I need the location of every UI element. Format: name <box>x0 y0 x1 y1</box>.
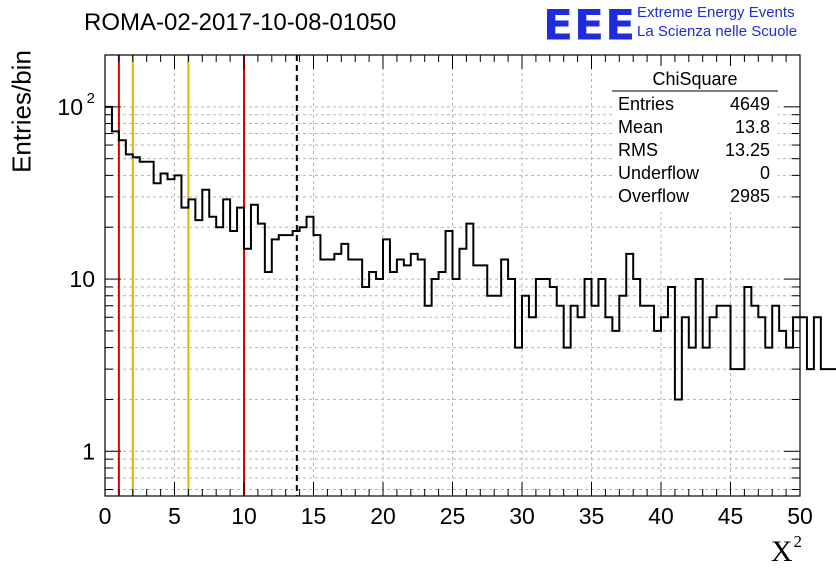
x-tick-label: 5 <box>168 503 181 529</box>
eee-logo: EEE <box>543 1 637 50</box>
x-axis-label-exponent: 2 <box>793 532 803 551</box>
marker-lines <box>117 55 298 496</box>
x-tick-label: 15 <box>301 503 327 529</box>
histogram-line <box>105 105 836 401</box>
x-tick-label: 20 <box>370 503 396 529</box>
logo-subtitle-line1: Extreme Energy Events <box>637 4 795 21</box>
x-axis-label: X2 <box>771 532 802 569</box>
x-axis-label-symbol: X <box>770 535 793 568</box>
logo-subtitle-line2: La Scienza nelle Scuole <box>637 23 798 40</box>
stats-row-label: Overflow <box>618 186 690 206</box>
y-axis-label: Entries/bin <box>6 50 37 173</box>
x-tick-label: 50 <box>787 503 813 529</box>
stats-row-label: Entries <box>618 94 674 114</box>
stats-title: ChiSquare <box>652 69 737 89</box>
stats-box-bg <box>612 66 778 212</box>
stats-row-value: 4649 <box>730 94 770 114</box>
y-tick-label-exponent: 2 <box>87 90 95 107</box>
stats-row-value: 13.8 <box>735 117 770 137</box>
x-tick-label: 30 <box>509 503 535 529</box>
run-title: ROMA-02-2017-10-08-01050 <box>84 9 397 36</box>
y-tick-label: 10 <box>57 94 83 120</box>
y-tick-label-base: 10 <box>57 94 83 120</box>
stats-row-value: 0 <box>760 163 770 183</box>
x-tick-label: 25 <box>440 503 466 529</box>
stats-row-label: Mean <box>618 117 663 137</box>
stats-box: ChiSquare Entries 4649 Mean 13.8 RMS 13.25 Unde… <box>612 66 778 212</box>
x-tick-label: 45 <box>718 503 744 529</box>
axis-ticks <box>104 54 801 496</box>
stats-row-label: RMS <box>618 140 658 160</box>
y-tick-label: 10 <box>69 266 95 292</box>
x-tick-label: 10 <box>231 503 257 529</box>
stats-row-label: Underflow <box>618 163 700 183</box>
x-tick-label: 0 <box>99 503 112 529</box>
stats-row-value: 13.25 <box>725 140 770 160</box>
stats-row-value: 2985 <box>730 186 770 206</box>
x-tick-label: 40 <box>648 503 674 529</box>
x-tick-label: 35 <box>579 503 605 529</box>
histogram-series <box>105 105 836 401</box>
y-tick-label: 1 <box>82 438 95 464</box>
